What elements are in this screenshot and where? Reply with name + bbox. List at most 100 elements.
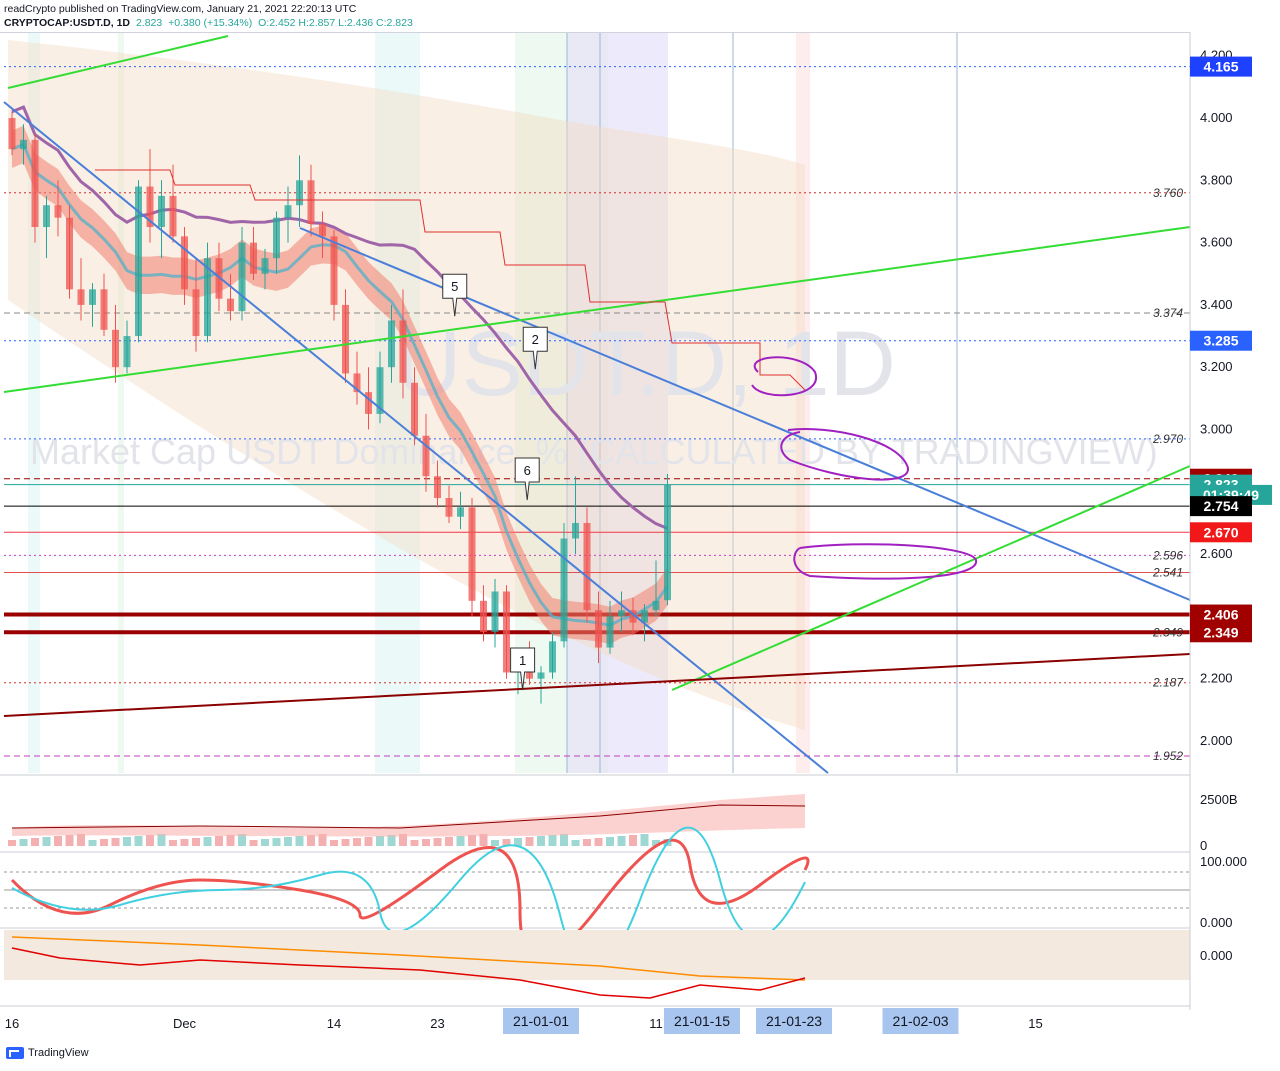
candle-body	[388, 320, 395, 368]
volume-bar	[238, 834, 246, 846]
candle-body	[434, 476, 441, 499]
annotations: 5 2 6 1	[442, 273, 978, 691]
price-badge-label: 4.165	[1203, 59, 1238, 75]
volume-ma	[11, 804, 806, 829]
candle-body	[8, 118, 16, 150]
trendline	[671, 465, 1191, 691]
date-badge	[882, 1008, 959, 1034]
oscillator-line	[10, 838, 810, 961]
volume-bar	[180, 839, 189, 846]
volume-bar	[640, 834, 649, 846]
price-tick-label: 2.000	[1200, 733, 1233, 748]
volume-bar	[157, 834, 166, 846]
candle-body	[342, 304, 349, 374]
volume-cloud	[12, 794, 805, 837]
volume-bar	[525, 837, 534, 846]
ohlc-values: O:2.452 H:2.857 L:2.436 C:2.823	[258, 17, 413, 29]
candle-body	[445, 498, 453, 517]
volume-bar	[364, 837, 373, 846]
volume-bar	[617, 836, 626, 846]
volume-bar	[42, 837, 51, 846]
momentum-signal	[11, 936, 806, 981]
level-value-label: 1.952	[1153, 749, 1183, 763]
background-band	[796, 32, 810, 773]
price-tick-label: 3.400	[1200, 297, 1233, 312]
candle-body	[422, 435, 430, 477]
tradingview-footer[interactable]: TradingView	[6, 1047, 89, 1059]
callout-marker-5: 5	[442, 273, 468, 317]
publish-info: readCrypto published on TradingView.com,…	[4, 3, 357, 15]
candle-body	[135, 186, 142, 337]
candle-body	[284, 205, 292, 218]
volume-bar	[537, 836, 545, 846]
trendline	[3, 101, 829, 774]
candle-body	[66, 217, 73, 290]
volume-bar	[146, 835, 154, 846]
callout-marker-2: 2	[522, 326, 548, 370]
candle-body	[250, 242, 257, 274]
volume-bar	[192, 838, 200, 846]
date-badge-label: 21-01-15	[674, 1013, 730, 1029]
volume-bar	[88, 840, 97, 846]
volume-bar	[502, 839, 511, 846]
volume-axis-label: 0	[1200, 838, 1207, 853]
volume-bar	[8, 840, 16, 846]
volume-bar	[376, 836, 384, 846]
candle-body	[192, 289, 200, 337]
volume-bar	[583, 839, 591, 846]
volume-bar	[65, 835, 74, 846]
volume-bar	[272, 838, 281, 846]
candle-body	[31, 139, 39, 228]
candle-body	[629, 610, 637, 623]
candle-body	[641, 610, 648, 623]
oscillator-signal	[11, 826, 806, 972]
background-band	[567, 32, 608, 773]
volume-bar	[514, 838, 522, 846]
momentum-axis-label: 0.000	[1200, 948, 1233, 963]
price-badge-label: 3.285	[1203, 333, 1238, 349]
oscillator-axis-label: 0.000	[1200, 915, 1233, 930]
volume-bar	[468, 835, 476, 846]
price-tick-label: 3.600	[1200, 235, 1233, 250]
candle-body	[215, 258, 223, 299]
volume-axis-label: 2500B	[1200, 792, 1238, 807]
time-tick-label: 16	[5, 1016, 19, 1031]
time-tick-label: Dec	[173, 1016, 197, 1031]
volume-bar	[226, 835, 235, 846]
time-tick-label: 15	[1028, 1016, 1042, 1031]
price-tick-label: 3.000	[1200, 422, 1233, 437]
candle-body	[204, 258, 211, 337]
candle-body	[560, 538, 568, 642]
candle-body	[273, 217, 280, 259]
price-axis[interactable]: 4.2004.0003.8003.6003.4003.2003.0002.800…	[1189, 32, 1280, 1010]
callout-label: 5	[451, 279, 458, 294]
volume-bar	[341, 839, 350, 846]
volume-bar	[31, 838, 39, 846]
price-tick-label: 3.200	[1200, 359, 1233, 374]
level-value-label: 3.374	[1153, 306, 1183, 320]
volume-bar	[318, 834, 327, 846]
price-badge	[1190, 496, 1252, 517]
callout-shape	[522, 326, 548, 370]
time-axis[interactable]: 16 Dec 14 23 11 15 21-01-01 21-01-15 21-01-23 21-…	[5, 1008, 1043, 1034]
volume-bar	[399, 834, 407, 846]
volume-bar	[652, 840, 660, 846]
hand-drawn-circle	[780, 428, 910, 481]
candle-body	[319, 223, 326, 237]
candle-body	[77, 289, 85, 305]
volume-bar	[330, 840, 338, 846]
date-badge	[664, 1008, 740, 1034]
background-band	[118, 32, 124, 773]
indicator-panes	[0, 774, 1190, 1007]
background-band	[608, 32, 668, 773]
candle-body	[169, 195, 177, 237]
candle-body	[572, 522, 579, 539]
volume-bar	[77, 834, 85, 846]
time-tick-label: 14	[327, 1016, 341, 1031]
candle-body	[537, 672, 545, 679]
callout-marker-1: 1	[510, 647, 536, 691]
price-badge-label: 2.754	[1203, 498, 1238, 514]
volume-bar	[479, 834, 488, 846]
level-value-label: 2.541	[1152, 565, 1183, 579]
